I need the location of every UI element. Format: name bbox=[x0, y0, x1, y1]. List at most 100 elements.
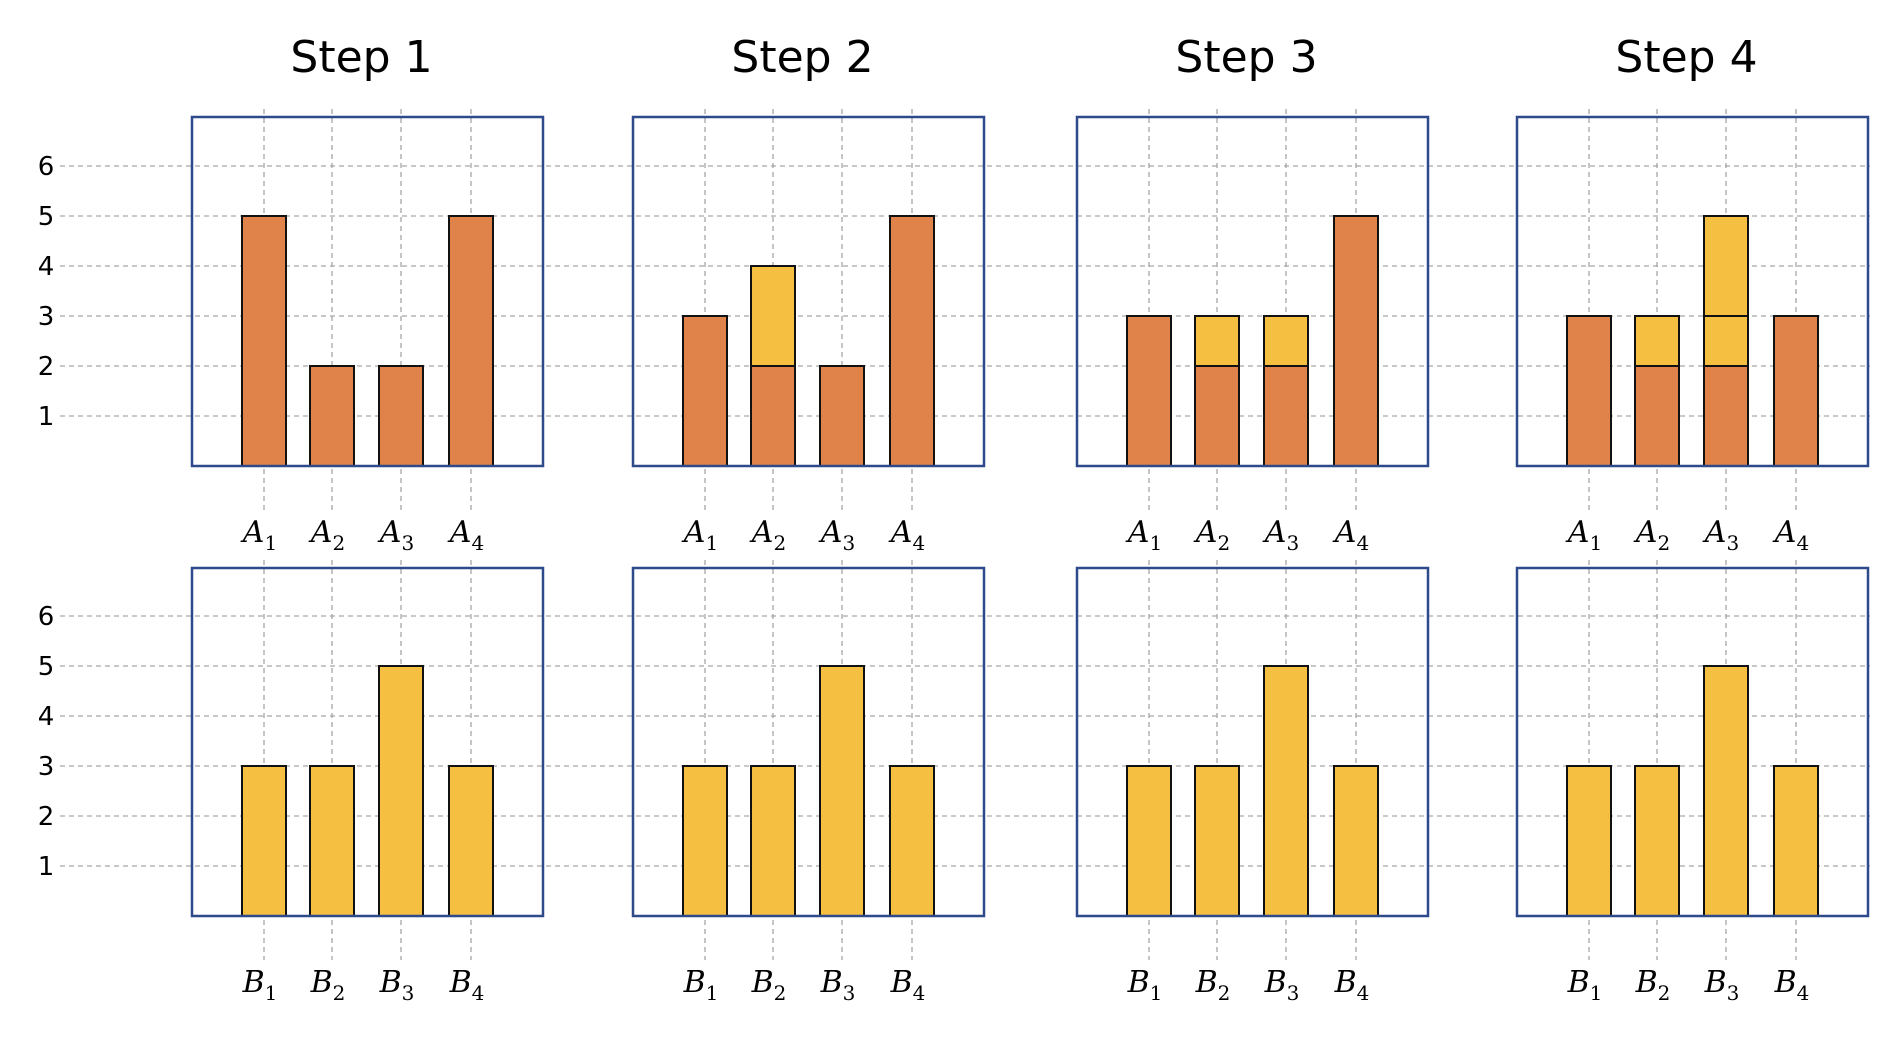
y-tick-label: 5 bbox=[38, 652, 55, 682]
bar-b4 bbox=[889, 765, 935, 917]
bar-a2 bbox=[1194, 365, 1240, 467]
panel-title: Step 1 bbox=[290, 32, 432, 83]
x-label: A3 bbox=[1262, 515, 1299, 555]
x-label: A4 bbox=[1772, 515, 1809, 555]
y-tick-label: 4 bbox=[38, 252, 55, 282]
x-label: B4 bbox=[1334, 965, 1370, 1005]
panel-a-1: A1 A2 A3 A4 bbox=[190, 109, 545, 555]
bar-b2 bbox=[309, 765, 355, 917]
bar-a3 bbox=[819, 365, 865, 467]
x-label: B2 bbox=[751, 965, 787, 1005]
panel-frame bbox=[1515, 115, 1870, 468]
bar-a2 bbox=[750, 265, 796, 367]
x-label: A2 bbox=[308, 515, 345, 555]
y-tick-label: 5 bbox=[38, 202, 55, 232]
x-label: B4 bbox=[890, 965, 926, 1005]
y-tick-label: 1 bbox=[38, 402, 55, 432]
bar-a3 bbox=[1703, 215, 1749, 317]
bar-b3 bbox=[378, 665, 424, 917]
x-label: B1 bbox=[683, 965, 719, 1005]
bar-b1 bbox=[241, 765, 287, 917]
bar-a4 bbox=[448, 215, 494, 467]
x-label: A1 bbox=[240, 515, 277, 555]
bar-a1 bbox=[241, 215, 287, 467]
y-tick-label: 4 bbox=[38, 702, 55, 732]
x-label: A4 bbox=[1332, 515, 1369, 555]
bar-a1 bbox=[682, 315, 728, 467]
bar-b2 bbox=[750, 765, 796, 917]
bar-a3 bbox=[1703, 315, 1749, 367]
bar-b2 bbox=[1194, 765, 1240, 917]
bar-b1 bbox=[1566, 765, 1612, 917]
x-label: A1 bbox=[1565, 515, 1602, 555]
bar-b1 bbox=[1126, 765, 1172, 917]
x-label: B3 bbox=[1704, 965, 1740, 1005]
x-label: A2 bbox=[1193, 515, 1230, 555]
panel-b-2: B1 B2 B3 B4 bbox=[631, 560, 986, 1005]
x-label: A4 bbox=[447, 515, 484, 555]
panel-a-3: A1 A2 A3 A4 bbox=[1075, 109, 1430, 555]
bar-b3 bbox=[1263, 665, 1309, 917]
x-label: A1 bbox=[681, 515, 718, 555]
y-tick-label: 2 bbox=[38, 802, 55, 832]
x-label: B1 bbox=[1567, 965, 1603, 1005]
panel-frame bbox=[190, 566, 545, 918]
panel-b-3: B1 B2 B3 B4 bbox=[1075, 560, 1430, 1005]
x-label: A1 bbox=[1125, 515, 1162, 555]
bar-b4 bbox=[1333, 765, 1379, 917]
bar-a2 bbox=[1634, 315, 1680, 367]
panel-title: Step 4 bbox=[1615, 32, 1757, 83]
y-tick-label: 6 bbox=[38, 152, 55, 182]
bar-a2 bbox=[750, 365, 796, 467]
bar-a4 bbox=[1333, 215, 1379, 467]
x-label: B3 bbox=[379, 965, 415, 1005]
x-label: B3 bbox=[1264, 965, 1300, 1005]
y-tick-label: 2 bbox=[38, 352, 55, 382]
panel-title: Step 3 bbox=[1175, 32, 1317, 83]
y-tick-label: 3 bbox=[38, 302, 55, 332]
panel-b-4: B1 B2 B3 B4 bbox=[1515, 560, 1870, 1005]
x-label: A2 bbox=[1633, 515, 1670, 555]
bar-b3 bbox=[1703, 665, 1749, 917]
panel-frame bbox=[631, 566, 986, 918]
x-label: B2 bbox=[310, 965, 346, 1005]
panel-title: Step 2 bbox=[731, 32, 873, 83]
bar-a3 bbox=[1263, 315, 1309, 367]
y-tick-label: 6 bbox=[38, 602, 55, 632]
bar-b2 bbox=[1634, 765, 1680, 917]
bar-a4 bbox=[889, 215, 935, 467]
bar-a1 bbox=[1566, 315, 1612, 467]
panel-a-4: A1 A2 A3 A4 bbox=[1515, 109, 1870, 555]
bar-a2 bbox=[1634, 365, 1680, 467]
bar-a2 bbox=[309, 365, 355, 467]
panel-frame bbox=[1515, 566, 1870, 918]
x-label: A2 bbox=[749, 515, 786, 555]
x-label: B1 bbox=[1127, 965, 1163, 1005]
y-tick-label: 3 bbox=[38, 752, 55, 782]
bar-b3 bbox=[819, 665, 865, 917]
x-label: B4 bbox=[1774, 965, 1810, 1005]
panel-frame bbox=[1075, 566, 1430, 918]
y-tick-label: 1 bbox=[38, 852, 55, 882]
bar-a3 bbox=[1263, 365, 1309, 467]
panel-frame bbox=[190, 115, 545, 468]
bar-b4 bbox=[1773, 765, 1819, 917]
panel-b-1: B1 B2 B3 B4 bbox=[190, 560, 545, 1005]
panel-frame bbox=[631, 115, 986, 468]
x-label: A4 bbox=[888, 515, 925, 555]
x-label: B3 bbox=[820, 965, 856, 1005]
x-label: A3 bbox=[818, 515, 855, 555]
bar-a4 bbox=[1773, 315, 1819, 467]
x-label: B1 bbox=[242, 965, 278, 1005]
bar-b1 bbox=[682, 765, 728, 917]
bar-a3 bbox=[378, 365, 424, 467]
x-label: A3 bbox=[1702, 515, 1739, 555]
panel-frame bbox=[1075, 115, 1430, 468]
x-label: A3 bbox=[377, 515, 414, 555]
bar-a3 bbox=[1703, 365, 1749, 467]
bar-a2 bbox=[1194, 315, 1240, 367]
x-label: B2 bbox=[1635, 965, 1671, 1005]
panel-a-2: A1 A2 A3 A4 bbox=[631, 109, 986, 555]
bar-b4 bbox=[448, 765, 494, 917]
